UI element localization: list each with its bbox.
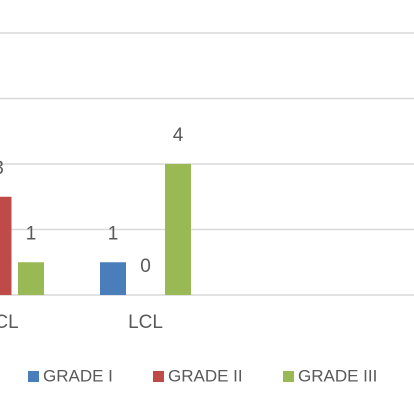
legend-swatch xyxy=(153,371,164,382)
x-tick-label: CL xyxy=(0,312,19,333)
legend-label: GRADE II xyxy=(168,366,243,385)
data-label: 3 xyxy=(0,158,4,179)
legend-swatch xyxy=(283,371,294,382)
data-label: 1 xyxy=(108,223,119,244)
bar xyxy=(18,262,44,295)
bar xyxy=(0,196,12,295)
data-label: 1 xyxy=(26,223,37,244)
legend-label: GRADE I xyxy=(43,366,113,385)
data-label: 0 xyxy=(140,256,151,277)
data-label: 4 xyxy=(173,125,184,146)
legend-swatch xyxy=(28,371,39,382)
bar xyxy=(100,262,126,295)
legend-label: GRADE III xyxy=(298,366,377,385)
x-tick-label: LCL xyxy=(128,312,163,333)
bar xyxy=(165,164,191,295)
